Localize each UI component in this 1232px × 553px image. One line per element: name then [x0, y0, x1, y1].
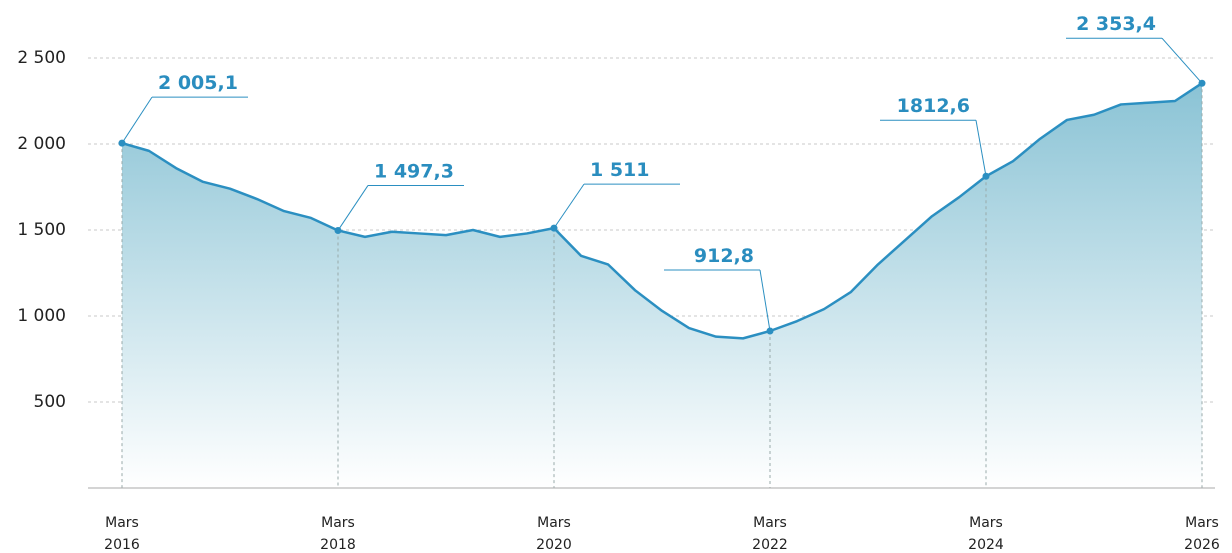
annotation-leader — [337, 185, 369, 231]
x-tick-label: Mars 2020 — [536, 515, 572, 553]
y-tick-label: 500 — [34, 392, 66, 412]
annotation-leader — [759, 269, 771, 332]
x-tick-label: Mars 2022 — [752, 515, 788, 553]
data-label: 1 511 — [590, 159, 650, 181]
data-point — [118, 139, 126, 147]
x-tick-label: Mars 2018 — [320, 515, 356, 553]
y-tick-label: 1 500 — [17, 220, 66, 240]
annotation-leader — [121, 96, 153, 144]
data-point — [550, 224, 558, 232]
data-label: 2 353,4 — [1076, 13, 1156, 35]
data-label: 1812,6 — [897, 95, 970, 117]
annotation-leader — [1161, 37, 1203, 84]
data-label: 1 497,3 — [374, 160, 454, 182]
data-point — [1198, 79, 1206, 87]
x-tick-label: Mars 2024 — [968, 515, 1004, 553]
data-label: 2 005,1 — [158, 72, 238, 94]
line — [121, 82, 1203, 340]
area — [122, 83, 1202, 488]
data-label: 912,8 — [694, 245, 754, 267]
data-point — [766, 327, 774, 335]
y-tick-label: 1 000 — [17, 306, 66, 326]
annotation-leader — [553, 183, 585, 229]
annotation-leader — [975, 120, 987, 177]
x-tick-label: Mars 2026 — [1184, 515, 1220, 553]
y-tick-label: 2 000 — [17, 134, 66, 154]
data-point — [334, 226, 342, 234]
y-tick-label: 2 500 — [17, 48, 66, 68]
x-tick-label: Mars 2016 — [104, 515, 140, 553]
data-point — [982, 172, 990, 180]
